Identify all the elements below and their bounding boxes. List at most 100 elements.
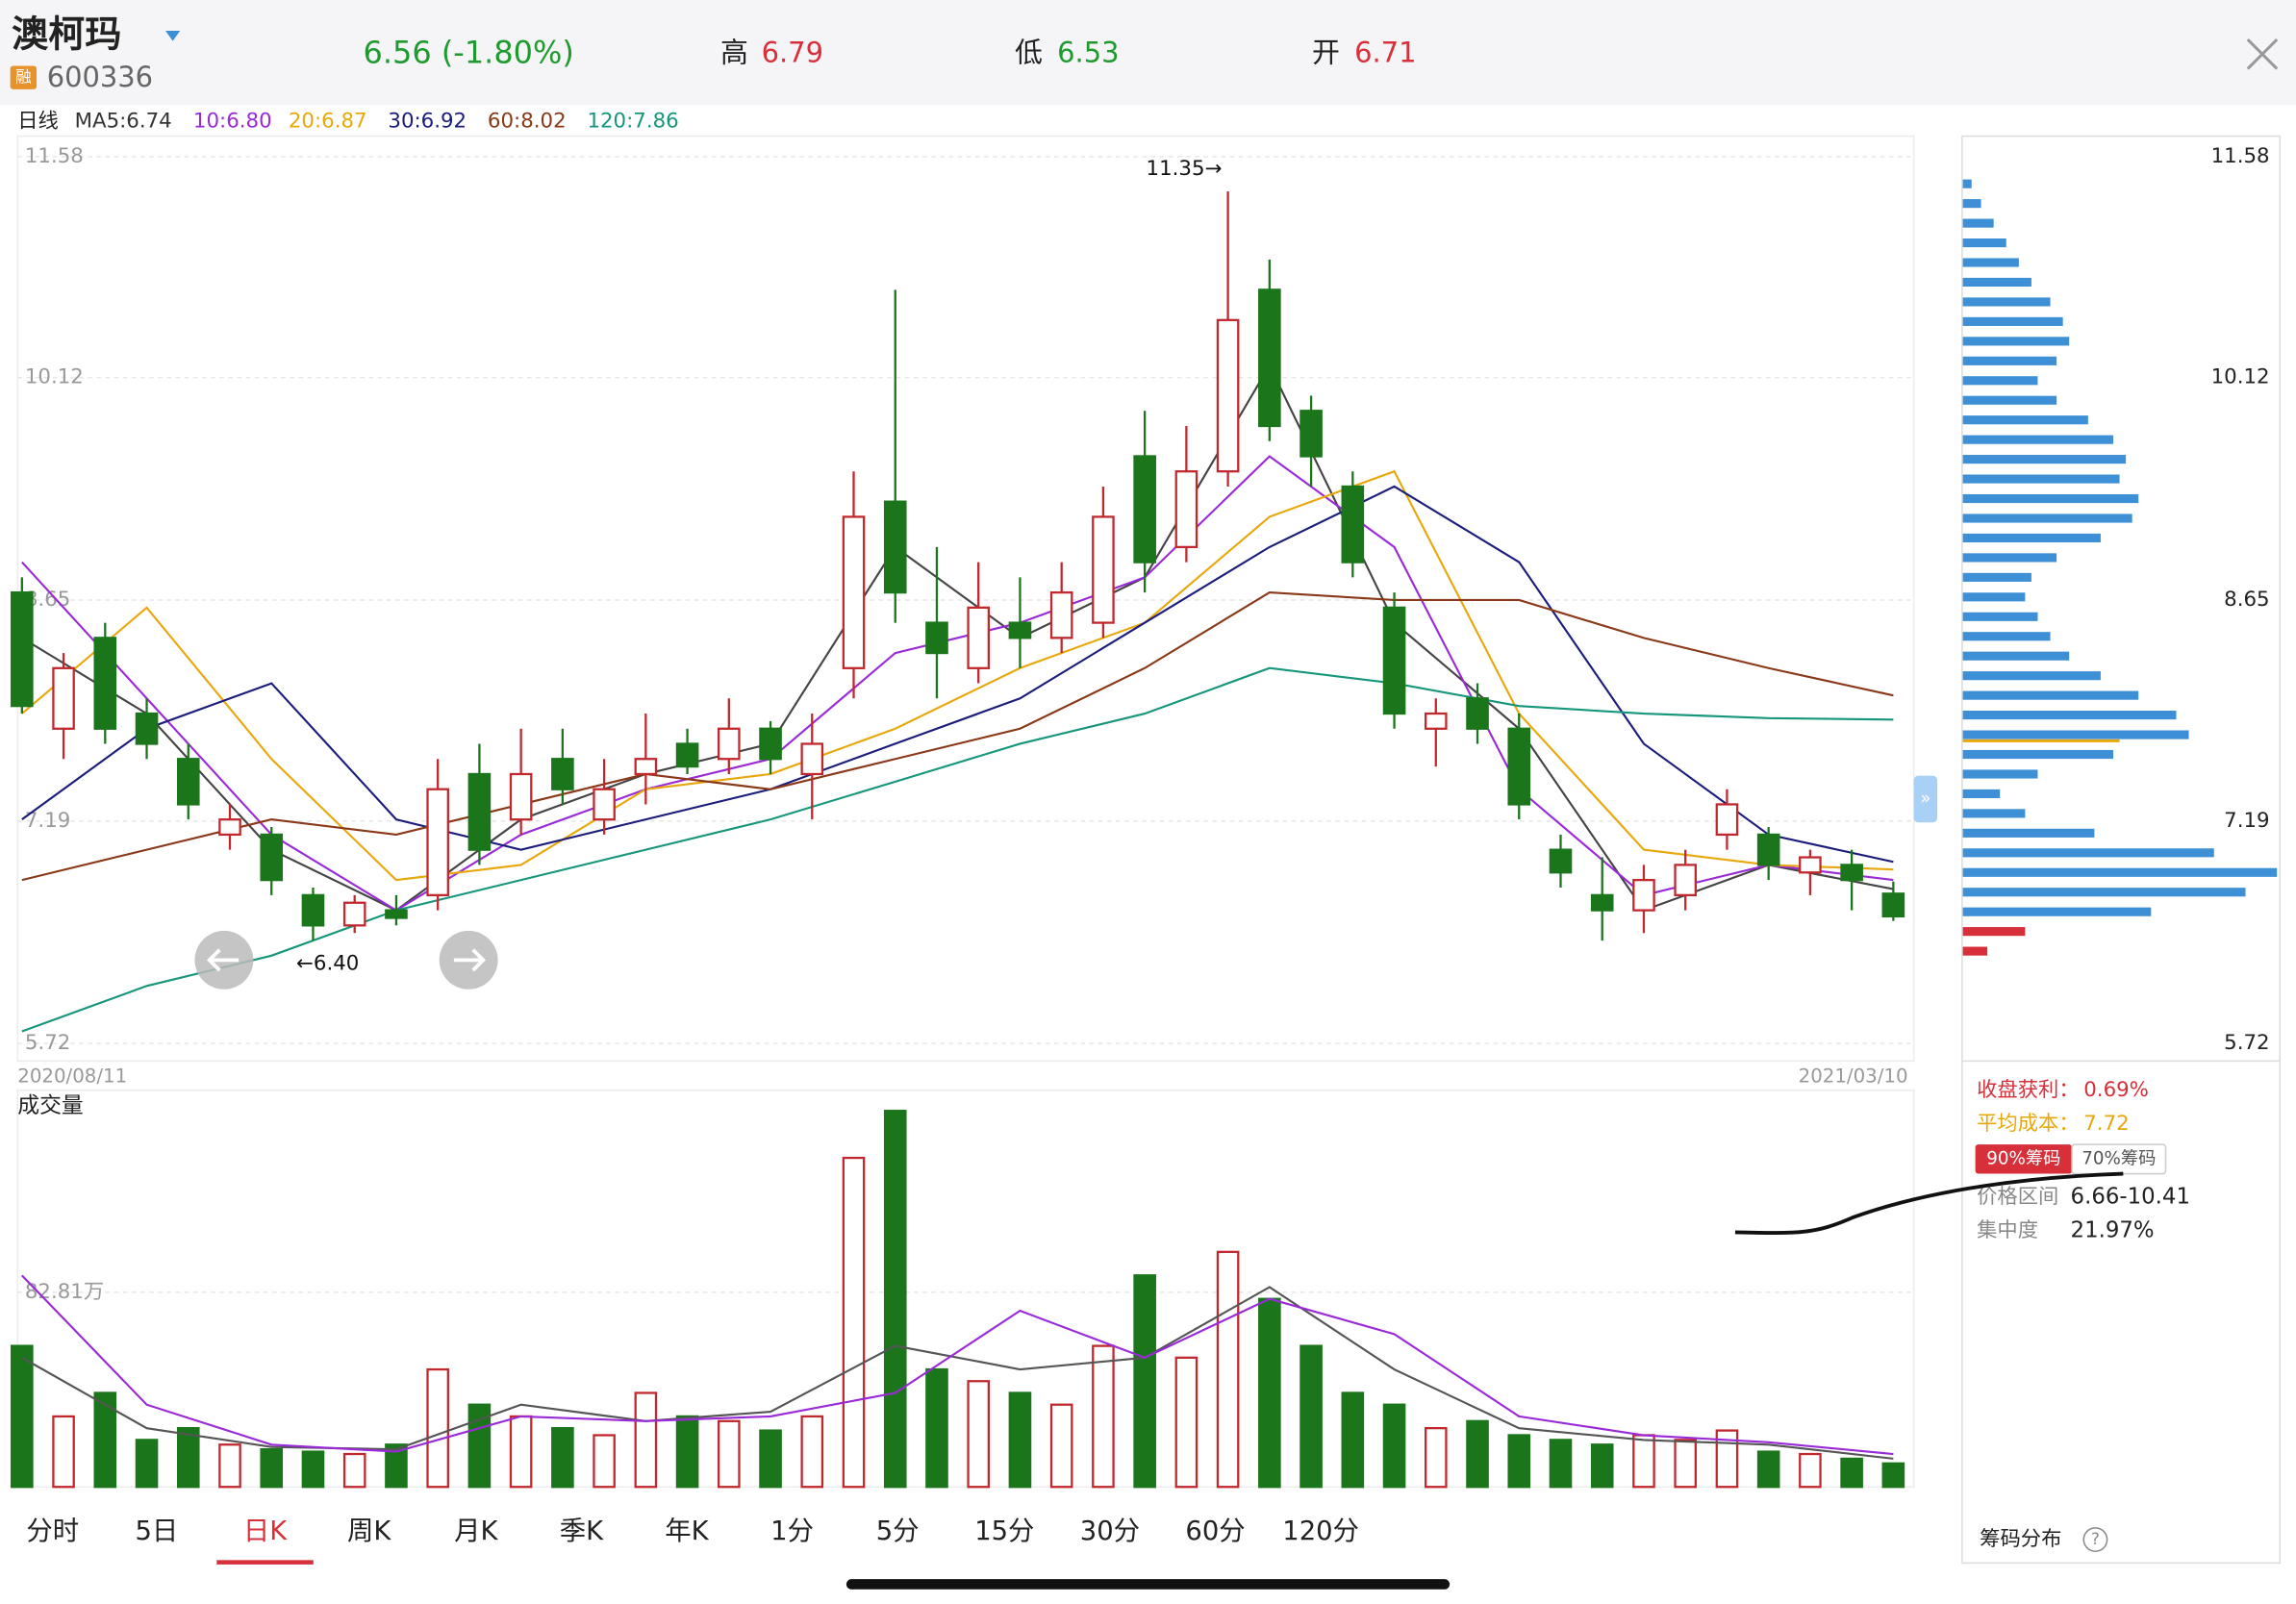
chip-bar [1961, 730, 2189, 739]
volume-bar [176, 1427, 200, 1489]
price-change: 6.56 (-1.80%) [364, 34, 574, 70]
chip-bar [1961, 809, 2026, 818]
badge-90[interactable] [1975, 1144, 2073, 1174]
close-button[interactable] [2246, 38, 2279, 70]
tab[interactable]: 30分 [1080, 1516, 1140, 1546]
tab[interactable]: 月K [454, 1516, 498, 1546]
chip-bar [1961, 493, 2139, 504]
label: 价格区间 [1977, 1185, 2058, 1209]
badge-text: 70%筹码 [2082, 1148, 2156, 1168]
chip-bar [1961, 711, 2177, 720]
chip-bar [1961, 199, 1981, 209]
volume-bar [342, 1452, 366, 1489]
chip-bar [1961, 572, 2031, 582]
help-icon[interactable] [2082, 1527, 2108, 1552]
candle-body [1881, 892, 1905, 918]
chip-bar [1961, 474, 2120, 484]
candle-body [675, 742, 699, 768]
volume-bar [218, 1443, 241, 1489]
period: 日线 [17, 109, 59, 133]
candle-body [11, 590, 34, 708]
chip-bar [1961, 238, 2006, 248]
chip-bar [1961, 848, 2214, 858]
volume-bar [93, 1391, 117, 1489]
candle-body [759, 727, 782, 761]
value: 21.97% [2071, 1217, 2155, 1242]
tab[interactable]: 60分 [1185, 1516, 1245, 1546]
tab[interactable]: 5日 [135, 1516, 178, 1546]
dropdown[interactable] [165, 30, 181, 41]
volume-bar [1382, 1403, 1406, 1489]
tab[interactable]: 日K [243, 1516, 288, 1546]
tab[interactable]: 季K [560, 1516, 604, 1546]
label: 高 [720, 36, 748, 68]
date-end: 2021/03/10 [1799, 1065, 1908, 1088]
label: 集中度 [1977, 1218, 2038, 1242]
chip-bar [1961, 888, 2246, 897]
chip-bar [1961, 435, 2114, 444]
volume-bar [1590, 1443, 1614, 1489]
chip-bar [1961, 828, 2095, 838]
ma-line [21, 666, 1894, 1033]
tab-underline [216, 1560, 314, 1565]
candle-body [1840, 864, 1863, 882]
volume-bar [1549, 1439, 1573, 1489]
tab[interactable]: 15分 [974, 1516, 1034, 1546]
candle-body [301, 893, 325, 927]
candle-body [634, 758, 658, 776]
volume-bar [1466, 1419, 1489, 1489]
tab-bar: 分时 5日 日K 周K 月K 季K 年K 1分 5分 15分 30分 60分 120分 [26, 1516, 1359, 1565]
candle-body [1216, 318, 1240, 473]
tab[interactable]: 5分 [876, 1516, 920, 1546]
chip-bar [1961, 533, 2101, 543]
tab[interactable]: 周K [347, 1516, 391, 1546]
ma-line [21, 590, 1894, 882]
ma-line [21, 485, 1894, 864]
candle-body [426, 788, 449, 897]
chip-bar [1961, 651, 2070, 661]
candle-body [883, 500, 907, 594]
ma-legend: MA5:6.74 10:6.80 20:6.87 30:6.92 60:8.02 120:… [75, 109, 679, 133]
volume-bar [925, 1367, 948, 1489]
volume-bar [1756, 1450, 1780, 1489]
y-tick-label: 8.65 [2224, 588, 2269, 612]
candle-body [93, 637, 117, 730]
scribble [1734, 1171, 2124, 1235]
ma-line [21, 1286, 1894, 1460]
badge [10, 65, 38, 89]
ma-legend-item: 60:8.02 [488, 109, 567, 133]
expand-icon: » [1920, 789, 1930, 809]
y-tick-label: 10.12 [25, 365, 84, 389]
volume-panel [16, 1090, 1915, 1489]
value: 6.66-10.41 [2071, 1184, 2190, 1209]
chip-bar [1961, 632, 2051, 641]
tab[interactable]: 120分 [1282, 1516, 1359, 1546]
volume-bar [1174, 1356, 1198, 1489]
arrow-icon [453, 948, 487, 972]
volume-bar [385, 1443, 408, 1489]
volume-bar [260, 1448, 284, 1489]
chip-bar [1961, 395, 2057, 405]
home-indicator [845, 1579, 1451, 1590]
volume-bar [1092, 1344, 1115, 1489]
volume-title: 成交量 [17, 1093, 83, 1118]
volume-bar [1674, 1439, 1697, 1489]
expand-tab[interactable] [1913, 775, 1938, 823]
chip-footer: 筹码分布 [1980, 1527, 2061, 1551]
chip-bar [1961, 415, 2088, 425]
candle-body [1382, 606, 1406, 715]
chip-bar [1961, 946, 1988, 956]
date-start: 2020/08/11 [17, 1065, 127, 1088]
volume-bar [800, 1415, 824, 1489]
tab[interactable]: 分时 [26, 1516, 79, 1546]
tab[interactable]: 年K [665, 1516, 709, 1546]
chip-bar [1961, 455, 2127, 464]
chip-bar [1961, 297, 2051, 307]
candle-body [260, 833, 284, 882]
candle-body [218, 818, 241, 837]
volume-bar [675, 1415, 699, 1489]
tab[interactable]: 1分 [770, 1516, 814, 1546]
volume-bar [1507, 1434, 1531, 1489]
